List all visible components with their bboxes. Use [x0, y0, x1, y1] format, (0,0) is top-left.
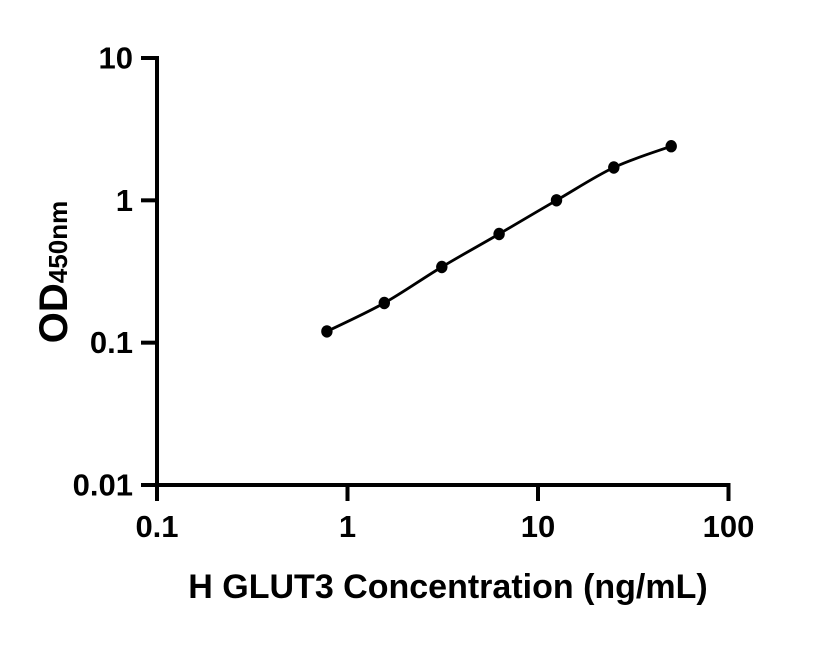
x-tick-label: 100 — [703, 509, 755, 544]
data-point — [436, 260, 448, 274]
data-point — [493, 227, 505, 241]
data-point — [608, 161, 620, 174]
x-axis-title: H GLUT3 Concentration (ng/mL) — [188, 568, 707, 606]
data-point — [550, 194, 563, 207]
y-tick-label: 0.01 — [73, 468, 133, 503]
y-tick-label: 10 — [99, 41, 133, 76]
y-tick-label: 1 — [116, 183, 133, 218]
data-point — [378, 296, 390, 310]
y-axis-title-main: OD — [32, 283, 76, 343]
data-point — [665, 140, 677, 153]
x-tick-label: 10 — [521, 509, 555, 544]
data-point — [321, 325, 333, 338]
y-axis-title-sub: 450nm — [43, 201, 73, 283]
y-axis-title: OD450nm — [32, 201, 76, 343]
x-tick-label: 0.1 — [135, 509, 178, 544]
y-tick-label: 0.1 — [90, 325, 133, 360]
x-tick-label: 1 — [339, 509, 356, 544]
